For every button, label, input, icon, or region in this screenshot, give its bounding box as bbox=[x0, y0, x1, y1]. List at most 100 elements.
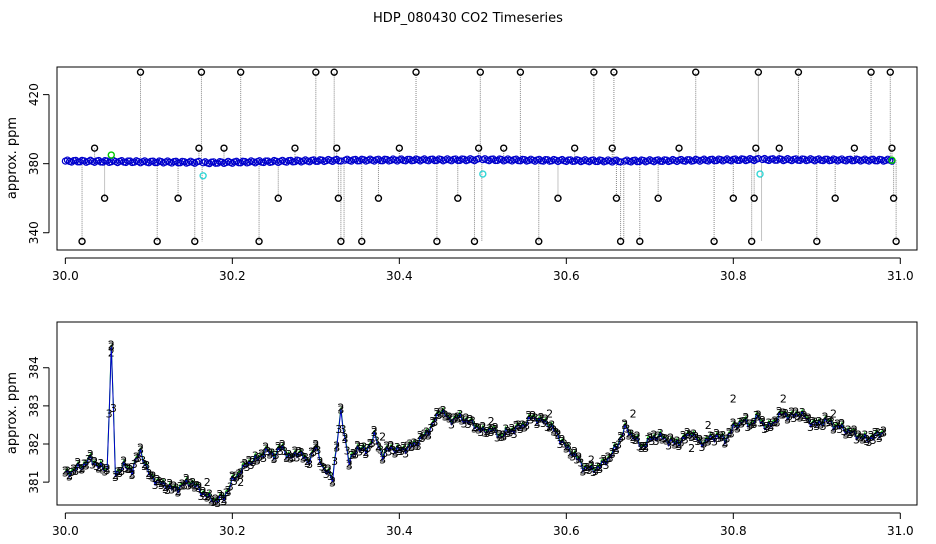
blue-series-marker: 3 bbox=[208, 495, 215, 508]
green-series-marker: 2 bbox=[404, 440, 411, 453]
green-series-marker: 2 bbox=[843, 426, 850, 439]
spike-point bbox=[412, 68, 420, 76]
bottom-x-tick-label: 30.6 bbox=[553, 524, 580, 538]
blue-series-marker: 3 bbox=[396, 445, 403, 458]
bottom-y-tick-label: 383 bbox=[27, 394, 41, 417]
blue-series-marker: 3 bbox=[406, 438, 413, 451]
spike-point bbox=[78, 237, 86, 246]
blue-series-marker: 3 bbox=[628, 427, 635, 440]
spike-point bbox=[197, 68, 206, 76]
spike-point bbox=[470, 237, 479, 246]
blue-series-marker: 3 bbox=[719, 429, 726, 442]
blue-series-marker: 3 bbox=[521, 421, 528, 434]
blue-series-marker: 3 bbox=[504, 427, 511, 440]
bottom-x-tick-label: 30.0 bbox=[52, 524, 79, 538]
blue-series-marker: 3 bbox=[673, 435, 680, 448]
blue-series-marker: 3 bbox=[64, 464, 71, 477]
blue-series-marker: 3 bbox=[744, 421, 751, 434]
blue-series-marker: 3 bbox=[413, 440, 420, 453]
blue-series-marker: 3 bbox=[131, 458, 138, 471]
green-series-marker: 2 bbox=[387, 439, 394, 452]
blue-series-marker: 3 bbox=[861, 429, 868, 442]
green-series-marker: 2 bbox=[275, 440, 282, 453]
blue-series-marker: 3 bbox=[398, 445, 405, 458]
green-series-marker: 2 bbox=[337, 401, 344, 414]
green-series-marker: 2 bbox=[484, 425, 491, 438]
green-series-marker: 2 bbox=[588, 453, 595, 466]
blue-series-marker: 3 bbox=[817, 419, 824, 432]
blue-series-marker: 3 bbox=[467, 415, 474, 428]
blue-series-marker: 3 bbox=[830, 424, 837, 437]
blue-series-marker: 3 bbox=[371, 426, 378, 439]
green-series-marker: 2 bbox=[488, 415, 495, 428]
blue-series-marker: 3 bbox=[70, 465, 77, 478]
green-series-marker: 2 bbox=[129, 461, 136, 474]
blue-series-marker: 3 bbox=[235, 467, 242, 480]
blue-series-marker: 3 bbox=[786, 410, 793, 423]
blue-series-marker: 3 bbox=[438, 408, 445, 421]
blue-series-marker: 3 bbox=[319, 460, 326, 473]
blue-series-marker: 3 bbox=[724, 432, 731, 445]
green-series-marker: 2 bbox=[780, 407, 787, 420]
blue-series-marker: 3 bbox=[765, 417, 772, 430]
blue-series-marker: 3 bbox=[655, 431, 662, 444]
blue-series-marker: 3 bbox=[565, 440, 572, 453]
blue-series-marker: 3 bbox=[381, 447, 388, 460]
blue-series-marker: 3 bbox=[356, 446, 363, 459]
green-series-marker: 2 bbox=[254, 453, 261, 466]
green-series-marker: 2 bbox=[296, 445, 303, 458]
spike-point bbox=[892, 237, 900, 246]
top-plot-frame bbox=[56, 66, 918, 251]
green-series-marker: 2 bbox=[513, 419, 520, 432]
blue-series-marker: 3 bbox=[358, 443, 365, 456]
green-series-marker: 2 bbox=[229, 469, 236, 482]
top-x-tick-label: 30.8 bbox=[720, 269, 747, 283]
blue-series-marker: 3 bbox=[747, 419, 754, 432]
blue-series-marker: 3 bbox=[843, 428, 850, 441]
green-series-marker: 2 bbox=[158, 477, 165, 490]
blue-series-marker: 3 bbox=[502, 423, 509, 436]
blue-series-marker: 3 bbox=[127, 463, 134, 476]
blue-series-marker: 3 bbox=[442, 410, 449, 423]
blue-series-marker: 3 bbox=[350, 449, 357, 462]
green-series-marker: 2 bbox=[62, 465, 69, 478]
blue-series-marker: 3 bbox=[333, 441, 340, 454]
blue-series-line bbox=[64, 346, 884, 504]
green-series-marker: 2 bbox=[759, 414, 766, 427]
green-series-marker: 2 bbox=[680, 429, 687, 442]
blue-series-marker: 3 bbox=[611, 440, 618, 453]
blue-series-marker: 3 bbox=[686, 429, 693, 442]
blue-series-marker: 3 bbox=[463, 414, 470, 427]
blue-series-marker: 3 bbox=[575, 452, 582, 465]
blue-series-marker: 3 bbox=[548, 418, 555, 431]
green-series-marker: 2 bbox=[671, 437, 678, 450]
green-series-marker: 2 bbox=[421, 428, 428, 441]
blue-series-marker: 3 bbox=[663, 434, 670, 447]
spike-point bbox=[312, 68, 320, 76]
green-series-marker: 2 bbox=[74, 456, 81, 469]
blue-series-marker: 3 bbox=[815, 415, 822, 428]
blue-series-marker: 3 bbox=[243, 461, 250, 474]
blue-series-marker: 3 bbox=[550, 425, 557, 438]
blue-series-marker: 3 bbox=[448, 419, 455, 432]
blue-series-marker: 3 bbox=[187, 479, 194, 492]
blue-series-marker: 3 bbox=[738, 417, 745, 430]
blue-series-marker: 3 bbox=[469, 415, 476, 428]
blue-series-marker: 3 bbox=[323, 468, 330, 481]
blue-series-marker: 3 bbox=[392, 447, 399, 460]
blue-series-marker: 3 bbox=[688, 431, 695, 444]
blue-series-marker: 3 bbox=[81, 458, 88, 471]
blue-series-marker: 3 bbox=[498, 431, 505, 444]
green-series-marker: 2 bbox=[717, 430, 724, 443]
cyan-point bbox=[756, 170, 764, 178]
blue-series-marker: 3 bbox=[302, 451, 309, 464]
blue-series-marker: 3 bbox=[312, 441, 319, 454]
blue-series-marker: 3 bbox=[287, 452, 294, 465]
blue-series-marker: 3 bbox=[644, 433, 651, 446]
blue-series-marker: 3 bbox=[147, 469, 154, 482]
blue-series-marker: 3 bbox=[404, 442, 411, 455]
green-series-marker: 2 bbox=[258, 448, 265, 461]
blue-series-marker: 3 bbox=[515, 419, 522, 432]
spike-point bbox=[654, 194, 662, 202]
blue-series-marker: 3 bbox=[415, 440, 422, 453]
